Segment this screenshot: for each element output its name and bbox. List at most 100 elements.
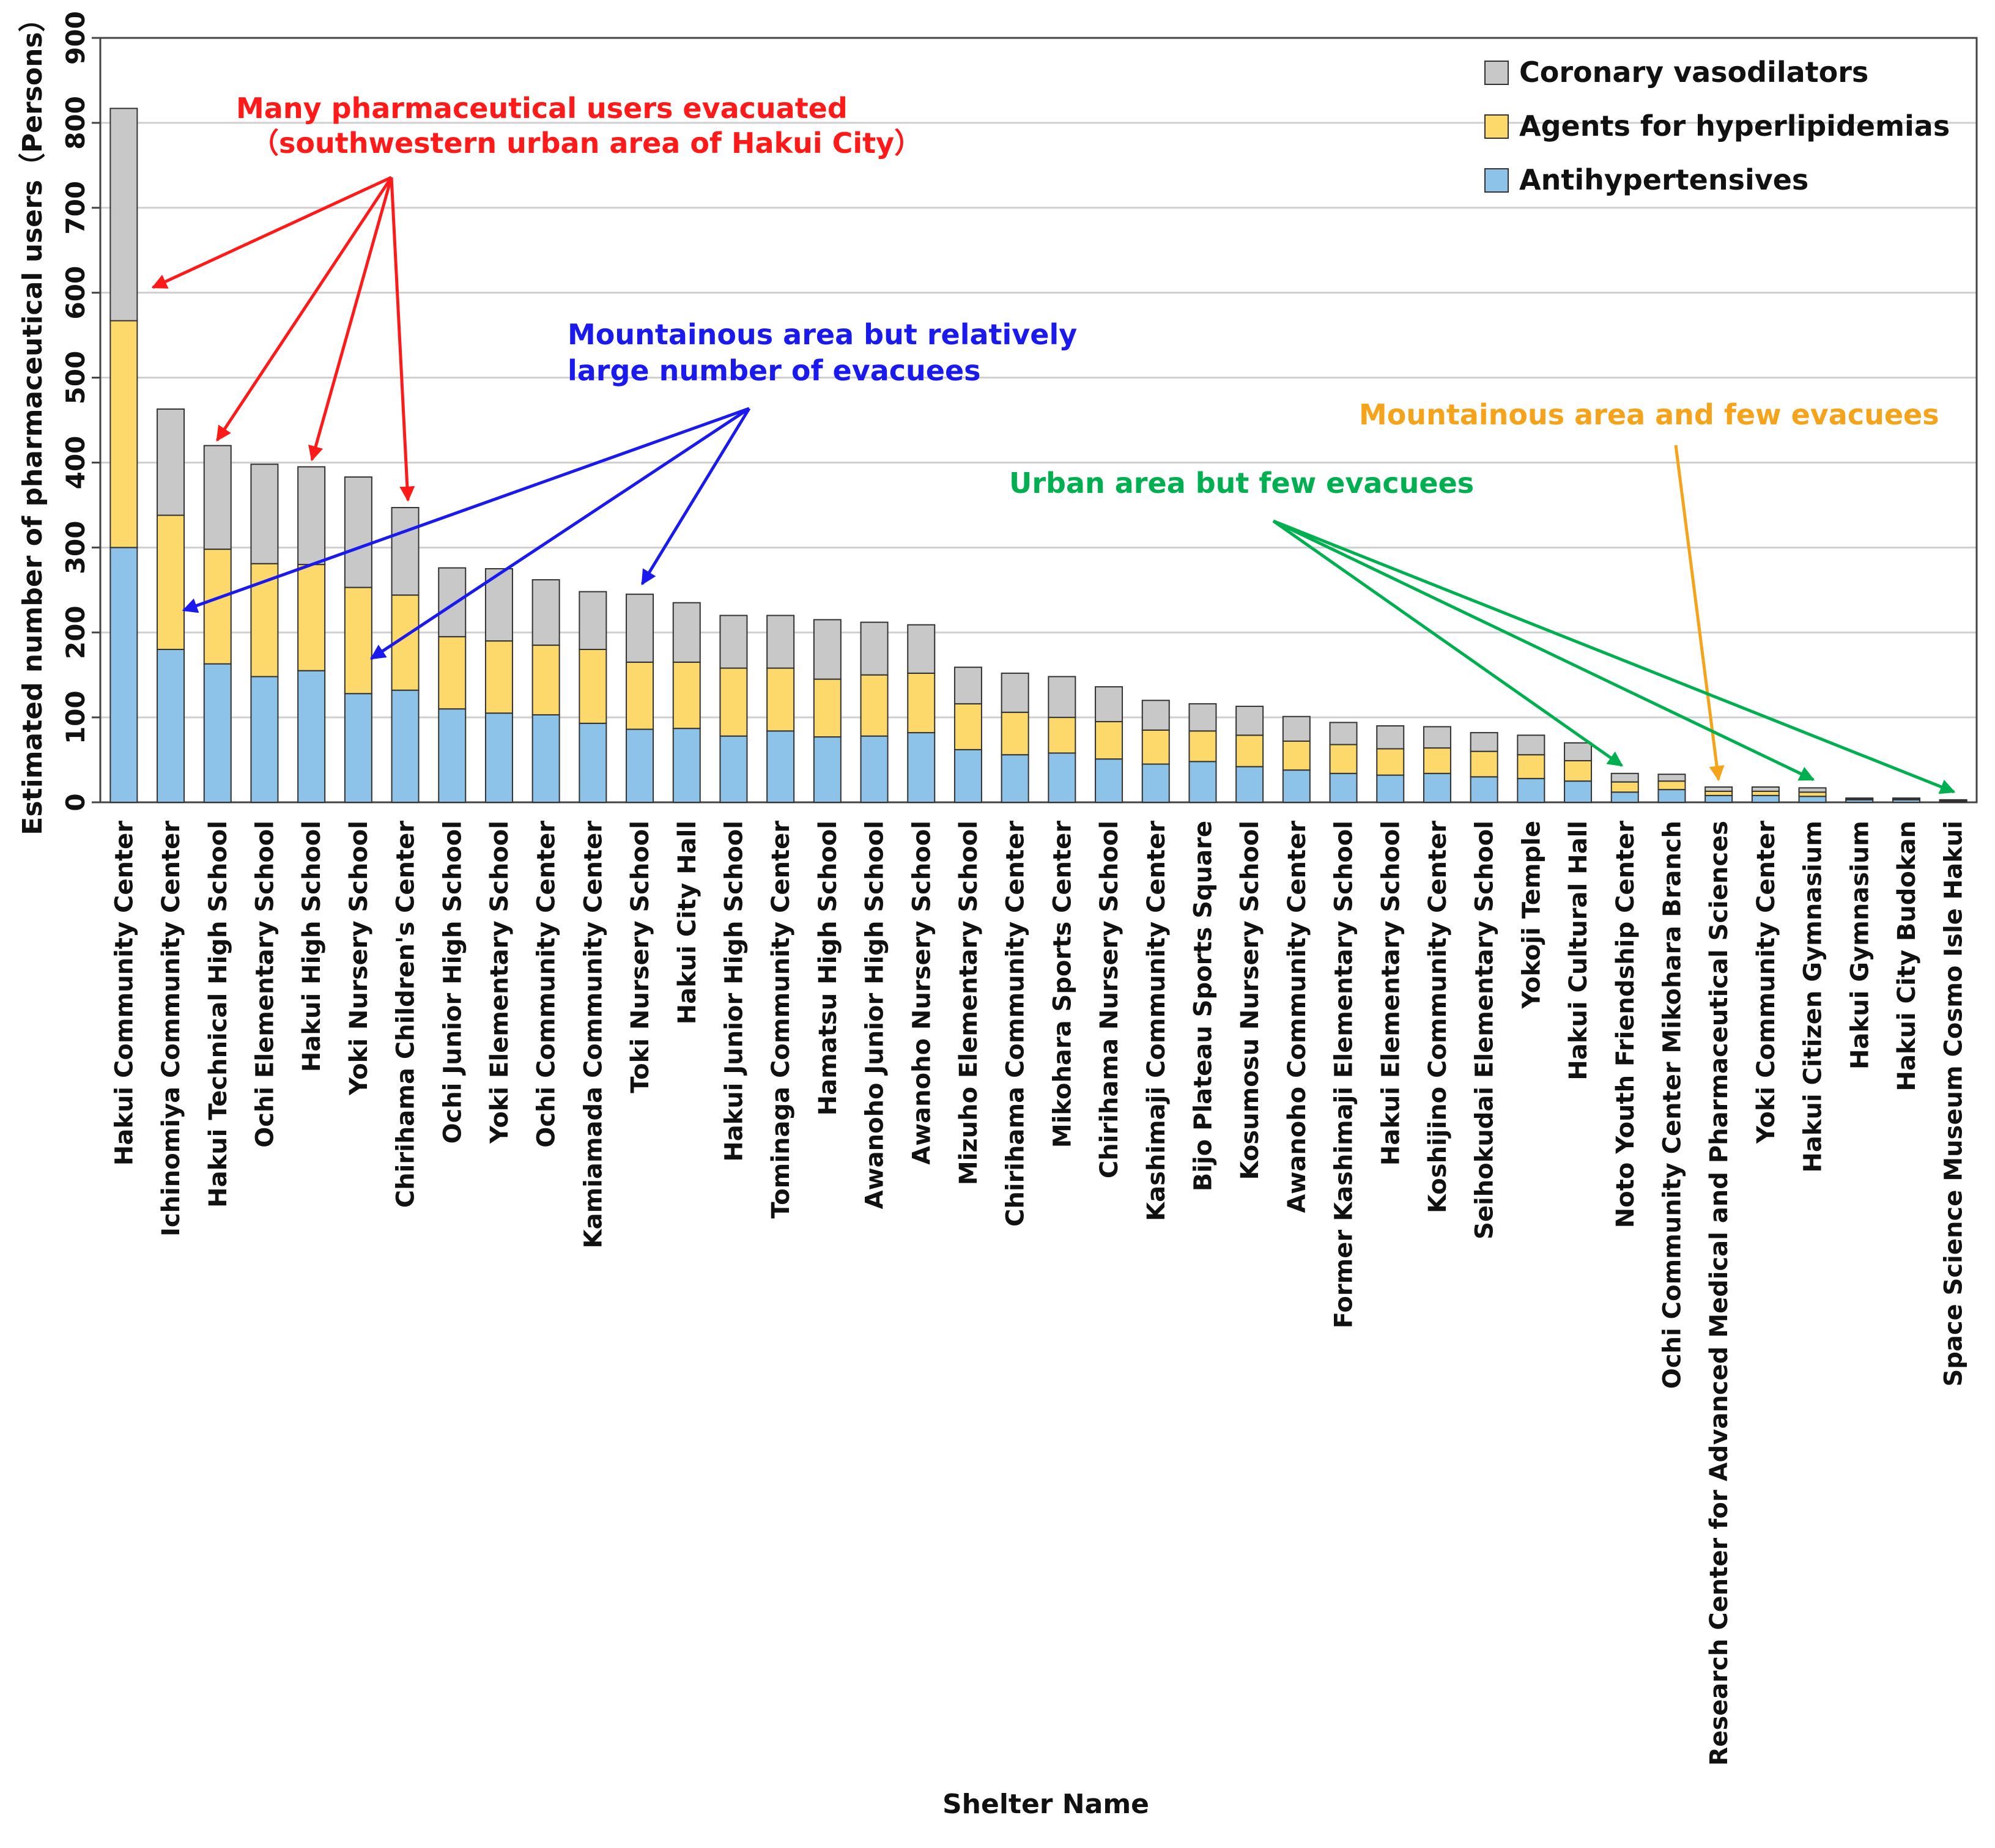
- bar-segment-antihypertensives: [344, 693, 372, 803]
- bar-stack: [1751, 786, 1780, 804]
- legend-label: Antihypertensives: [1519, 163, 1808, 196]
- annotation-arrow: [308, 177, 393, 462]
- category-label: Chirihama Children's Center: [392, 821, 420, 1208]
- bar-segment-coronary-vasodilators: [250, 464, 279, 564]
- bar-segment-coronary-vasodilators: [907, 624, 936, 674]
- annotation-text: Mountainous area but relatively: [568, 318, 1077, 351]
- bar-segment-agents-for-hyperlipidemias: [1095, 721, 1123, 760]
- bar-segment-agents-for-hyperlipidemias: [484, 640, 513, 714]
- bar-segment-antihypertensives: [1610, 791, 1639, 804]
- bar-stack: [1657, 774, 1686, 803]
- bar-segment-coronary-vasodilators: [1798, 787, 1827, 793]
- bar-segment-antihypertensives: [157, 649, 185, 803]
- bar-stack: [1235, 706, 1264, 803]
- bar-stack: [484, 568, 513, 803]
- bar-segment-agents-for-hyperlipidemias: [1001, 711, 1029, 756]
- category-label: Chirihama Nursery School: [1095, 821, 1123, 1178]
- bar-segment-agents-for-hyperlipidemias: [579, 649, 607, 724]
- y-tick-label: 600: [61, 266, 91, 320]
- bar-stack: [1282, 715, 1311, 803]
- bar-segment-antihypertensives: [1517, 778, 1545, 803]
- legend-swatch: [1484, 168, 1509, 193]
- bar-stack: [203, 445, 232, 803]
- bar-segment-coronary-vasodilators: [157, 408, 185, 516]
- bar-stack: [109, 108, 138, 803]
- bar-segment-agents-for-hyperlipidemias: [1470, 750, 1498, 778]
- bar-segment-coronary-vasodilators: [1517, 734, 1545, 756]
- bar-segment-coronary-vasodilators: [766, 615, 795, 669]
- bar-segment-antihypertensives: [1141, 763, 1170, 803]
- annotation-text: Urban area but few evacuees: [1009, 467, 1474, 500]
- bar-segment-coronary-vasodilators: [109, 108, 138, 322]
- bar-segment-agents-for-hyperlipidemias: [344, 586, 372, 695]
- annotation-arrow: [182, 407, 750, 613]
- annotation-text: （southwestern urban area of Hakui City）: [251, 127, 922, 160]
- bar-segment-agents-for-hyperlipidemias: [438, 636, 467, 710]
- bar-segment-coronary-vasodilators: [1845, 797, 1874, 800]
- bar-stack: [672, 602, 701, 803]
- category-label: Mizuho Elementary School: [955, 821, 983, 1185]
- bar-segment-antihypertensives: [1329, 772, 1358, 804]
- category-label: Kashimaji Community Center: [1142, 821, 1171, 1221]
- bar-stack: [579, 591, 607, 804]
- bar-stack: [813, 619, 842, 803]
- bar-segment-antihypertensives: [391, 689, 420, 803]
- bar-stack: [297, 466, 326, 803]
- bar-segment-coronary-vasodilators: [438, 567, 467, 638]
- category-label: Hakui Elementary School: [1377, 821, 1405, 1166]
- annotation-arrow: [390, 177, 415, 502]
- category-label: Mikohara Sports Center: [1048, 821, 1076, 1148]
- annotation-arrow: [1272, 519, 1624, 767]
- category-label: Hakui City Budokan: [1893, 821, 1921, 1092]
- bar-stack: [953, 667, 982, 804]
- bar-stack: [391, 507, 420, 803]
- bar-segment-antihypertensives: [860, 735, 889, 803]
- category-label: Awanoho Junior High School: [861, 821, 889, 1209]
- bar-segment-coronary-vasodilators: [391, 507, 420, 596]
- category-label: Yoki Community Center: [1752, 821, 1780, 1144]
- bar-segment-antihypertensives: [813, 736, 842, 803]
- bar-segment-coronary-vasodilators: [672, 602, 701, 663]
- category-label: Kamiamada Community Center: [579, 821, 607, 1249]
- annotation-arrow: [1272, 519, 1815, 782]
- annotation-text: Many pharmaceutical users evacuated: [236, 92, 848, 125]
- bar-segment-agents-for-hyperlipidemias: [953, 703, 982, 750]
- bar-segment-antihypertensives: [109, 547, 138, 803]
- bar-stack: [719, 615, 748, 803]
- bar-segment-agents-for-hyperlipidemias: [1610, 781, 1639, 793]
- legend-swatch: [1484, 61, 1509, 85]
- bar-segment-antihypertensives: [719, 735, 748, 803]
- category-label: Hakui City Hall: [673, 821, 701, 1024]
- bar-segment-coronary-vasodilators: [1892, 797, 1920, 800]
- y-axis-title: Estimated number of pharmaceutical users…: [17, 5, 48, 835]
- legend-label: Coronary vasodilators: [1519, 56, 1868, 89]
- bar-segment-antihypertensives: [766, 730, 795, 804]
- bar-segment-antihypertensives: [1282, 769, 1311, 803]
- category-label: Noto Youth Friendship Center: [1612, 821, 1640, 1228]
- bar-stack: [1376, 725, 1405, 803]
- bar-segment-agents-for-hyperlipidemias: [813, 678, 842, 738]
- bar-segment-coronary-vasodilators: [626, 593, 654, 663]
- bar-stack: [250, 464, 279, 804]
- annotation-arrow: [640, 407, 751, 586]
- bar-segment-agents-for-hyperlipidemias: [1798, 791, 1827, 797]
- bar-segment-agents-for-hyperlipidemias: [1751, 790, 1780, 796]
- legend-label: Agents for hyperlipidemias: [1519, 109, 1950, 142]
- annotation: Many pharmaceutical users evacuated（sout…: [151, 92, 922, 502]
- category-label: Koshijino Community Center: [1424, 821, 1452, 1213]
- bar-segment-agents-for-hyperlipidemias: [297, 564, 326, 671]
- bar-segment-agents-for-hyperlipidemias: [1329, 744, 1358, 774]
- bar-segment-coronary-vasodilators: [297, 466, 326, 566]
- bar-segment-antihypertensives: [1048, 752, 1076, 804]
- bar-segment-coronary-vasodilators: [1141, 700, 1170, 731]
- bar-segment-antihypertensives: [203, 663, 232, 803]
- annotation-text: Mountainous area and few evacuees: [1359, 398, 1939, 431]
- bar-segment-agents-for-hyperlipidemias: [907, 672, 936, 734]
- bar-stack: [1939, 799, 1967, 803]
- bar-segment-coronary-vasodilators: [1048, 676, 1076, 719]
- bar-segment-antihypertensives: [907, 732, 936, 803]
- bar-stack: [907, 624, 936, 803]
- bar-segment-agents-for-hyperlipidemias: [109, 320, 138, 549]
- category-label: Ichinomiya Community Center: [157, 821, 185, 1236]
